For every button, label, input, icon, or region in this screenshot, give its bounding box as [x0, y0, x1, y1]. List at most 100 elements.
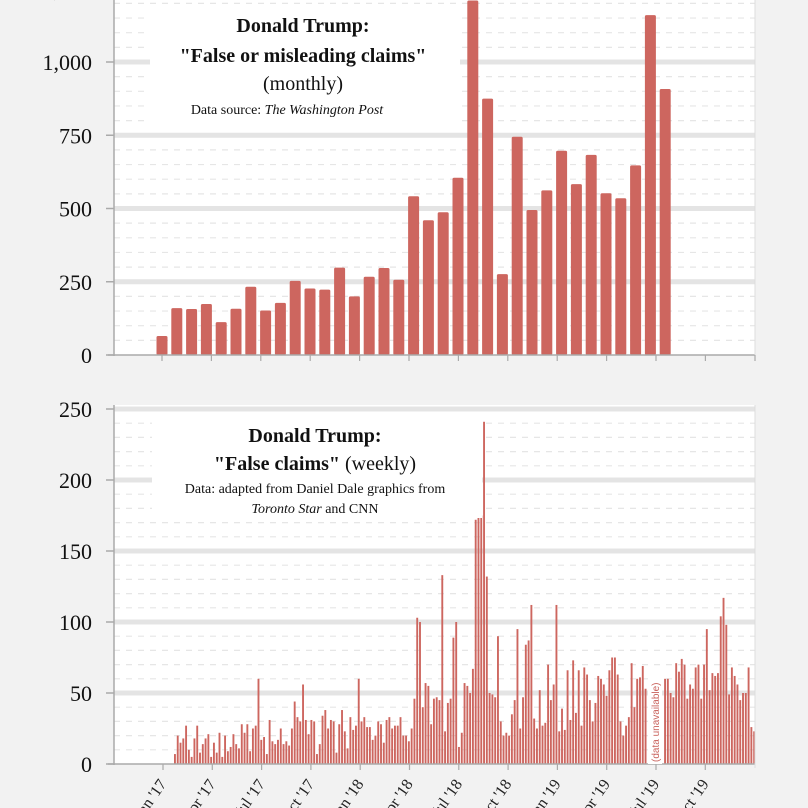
weekly-bar: [602, 684, 605, 764]
monthly-bar: [467, 0, 479, 355]
weekly-bar: [588, 700, 591, 764]
weekly-bar: [600, 678, 602, 764]
weekly-bar: [619, 721, 622, 764]
weekly-ytick-label: 0: [81, 752, 92, 777]
weekly-bar: [705, 629, 708, 764]
weekly-bar: [405, 735, 408, 764]
weekly-bar: [544, 722, 547, 764]
weekly-bar: [296, 717, 299, 764]
weekly-bar: [689, 684, 692, 764]
weekly-bar: [452, 637, 455, 764]
weekly-bar: [304, 719, 307, 764]
weekly-xtick-label: Jan '18: [328, 777, 367, 808]
weekly-source-suffix: and CNN: [322, 502, 379, 517]
weekly-bar: [563, 729, 566, 764]
weekly-bar: [536, 728, 538, 764]
weekly-bar: [402, 735, 405, 764]
weekly-bar: [516, 629, 519, 764]
monthly-bar: [363, 276, 375, 355]
weekly-bar: [613, 657, 616, 764]
weekly-bar: [235, 744, 238, 764]
weekly-bar: [497, 636, 499, 764]
monthly-source-publication: The Washington Post: [265, 103, 385, 118]
monthly-bar: [289, 280, 301, 355]
weekly-bar: [199, 752, 201, 764]
weekly-bar: [357, 678, 360, 764]
monthly-bar: [570, 184, 582, 355]
monthly-title-line2: "False or misleading claims": [180, 45, 427, 67]
weekly-bar: [566, 670, 569, 764]
weekly-bar: [561, 708, 563, 764]
weekly-bar: [190, 756, 193, 764]
monthly-bar: [511, 136, 523, 355]
weekly-bar: [513, 700, 516, 764]
weekly-bar: [572, 660, 575, 764]
monthly-title-backdrop: [150, 4, 460, 124]
weekly-bar: [293, 701, 296, 764]
weekly-bar: [332, 721, 335, 764]
weekly-bar: [321, 715, 324, 764]
weekly-bar: [371, 739, 374, 764]
monthly-bar: [541, 190, 553, 355]
weekly-bar: [463, 683, 466, 764]
data-unavailable-gap: [648, 670, 662, 764]
weekly-bar: [441, 575, 444, 764]
weekly-bar: [552, 684, 555, 764]
weekly-bar: [491, 694, 494, 764]
weekly-bar: [583, 667, 586, 764]
weekly-bar: [251, 728, 254, 764]
monthly-bar: [245, 286, 257, 355]
weekly-ytick-label: 200: [59, 468, 92, 493]
weekly-bar: [368, 727, 371, 764]
weekly-bar: [310, 719, 313, 764]
weekly-bar: [419, 622, 421, 764]
weekly-xtick-label: Oct '17: [278, 777, 318, 808]
weekly-xtick-label: Jan '17: [131, 777, 170, 808]
weekly-bar: [352, 729, 355, 764]
weekly-bar: [416, 617, 419, 764]
weekly-bar: [519, 728, 522, 764]
weekly-bar: [174, 754, 176, 764]
weekly-bar: [201, 744, 204, 764]
weekly-bar: [382, 742, 385, 764]
weekly-bar: [547, 664, 550, 764]
weekly-bar: [636, 678, 639, 764]
weekly-bar: [421, 707, 424, 764]
weekly-bar: [630, 663, 633, 764]
monthly-bar: [260, 310, 272, 355]
weekly-bar: [483, 421, 485, 764]
weekly-bar: [243, 732, 246, 764]
weekly-bar: [474, 519, 477, 764]
weekly-bar: [469, 693, 472, 764]
weekly-bar: [541, 725, 544, 764]
monthly-bar: [408, 196, 420, 355]
weekly-bar: [633, 707, 636, 764]
weekly-bar: [722, 597, 725, 764]
weekly-bar: [282, 744, 285, 764]
weekly-xtick-label: Apr '19: [573, 777, 614, 808]
weekly-chart: 0 50 100 150 200 250 Jan '17 Apr '17 Jul '17 Oct…: [59, 397, 756, 808]
weekly-bar: [683, 664, 686, 764]
weekly-bar: [703, 664, 705, 764]
monthly-bar: [334, 267, 346, 355]
monthly-bar: [156, 335, 168, 355]
monthly-bar: [659, 88, 671, 356]
weekly-bar: [691, 688, 694, 764]
weekly-bar: [399, 717, 402, 764]
weekly-source-line2: Toronto Star and CNN: [252, 502, 379, 517]
weekly-bar: [265, 754, 268, 764]
weekly-xtick-label: Jan '19: [525, 777, 564, 808]
weekly-bar: [204, 738, 207, 764]
weekly-xtick-label: Jul '19: [626, 777, 664, 808]
weekly-bar: [733, 675, 736, 764]
monthly-chart: 0 250 500 750 1,000 1,250 Donald Trump: "Fals…: [43, 0, 756, 368]
monthly-source-prefix: Data source:: [191, 103, 265, 118]
weekly-bar: [176, 735, 179, 764]
monthly-bar: [630, 165, 642, 355]
weekly-bar: [533, 718, 536, 764]
weekly-bar: [260, 739, 263, 764]
weekly-bar: [210, 756, 213, 764]
weekly-bar: [505, 732, 508, 764]
weekly-bar: [608, 670, 611, 764]
weekly-bar: [385, 719, 388, 764]
